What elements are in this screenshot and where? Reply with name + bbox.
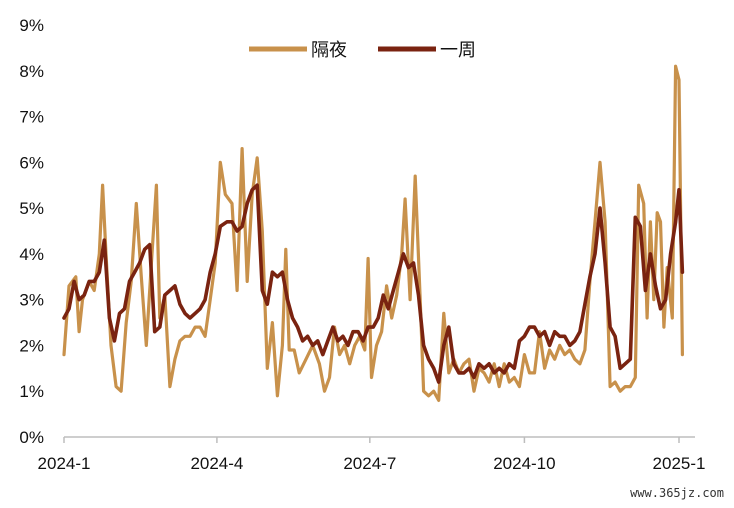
legend: 隔夜 一周 <box>249 40 476 61</box>
legend-label: 一周 <box>440 40 476 61</box>
y-tick-label: 6% <box>19 153 44 172</box>
series-line-one-week <box>62 183 685 384</box>
watermark: www.365jz.com <box>630 486 724 500</box>
legend-label: 隔夜 <box>311 40 347 61</box>
series-layer <box>62 64 685 402</box>
y-tick-label: 3% <box>19 291 44 310</box>
y-tick-label: 8% <box>19 62 44 81</box>
x-tick-label: 2024-4 <box>190 454 243 473</box>
y-tick-label: 1% <box>19 382 44 401</box>
y-tick-label: 4% <box>19 245 44 264</box>
x-tick-label: 2024-7 <box>343 454 396 473</box>
y-tick-label: 2% <box>19 336 44 355</box>
x-tick-label: 2024-1 <box>38 454 91 473</box>
x-tick-label: 2024-10 <box>493 454 555 473</box>
y-tick-label: 5% <box>19 199 44 218</box>
y-tick-label: 7% <box>19 108 44 127</box>
y-tick-label: 0% <box>19 428 44 447</box>
series-line-overnight <box>62 64 685 402</box>
axes: 0% 1% 2% 3% 4% 5% 6% 7% 8% 9% 2024-1 2024-4 2024-7 20… <box>19 16 705 473</box>
x-tick-label: 2025-1 <box>653 454 706 473</box>
y-tick-label: 9% <box>19 16 44 35</box>
